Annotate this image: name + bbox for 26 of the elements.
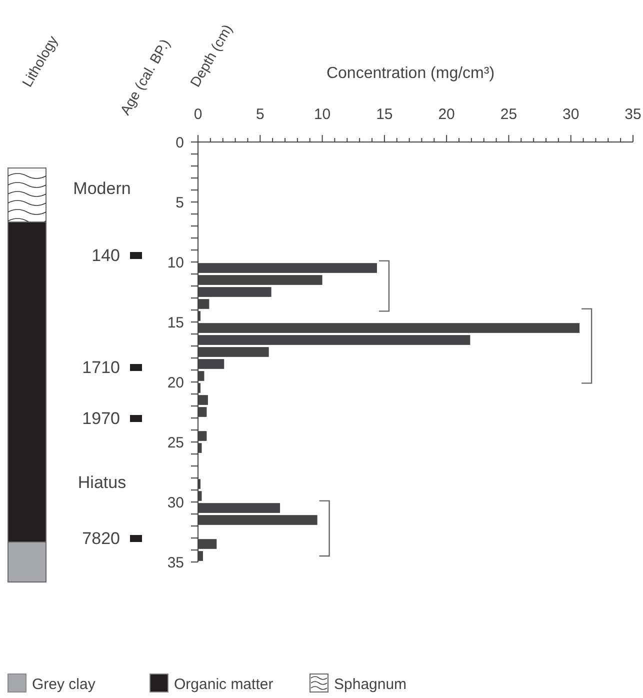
x-tick-label: 30	[562, 106, 580, 123]
y-tick-label: 30	[167, 494, 184, 512]
text: 140	[92, 246, 120, 265]
x-tick-label: 35	[624, 106, 642, 123]
y-tick-label: 35	[167, 554, 184, 572]
x-tick-label: 10	[314, 106, 331, 123]
x-tick-label: 5	[256, 106, 264, 123]
text: 1710	[82, 358, 120, 377]
y-tick-label: 10	[167, 254, 184, 272]
text: Modern	[73, 179, 131, 198]
x-tick-label: 20	[438, 106, 455, 123]
text: Organic matter	[174, 676, 274, 693]
y-tick-label: 20	[167, 374, 184, 392]
text: 7820	[82, 529, 120, 548]
x-tick-label: 25	[500, 106, 518, 123]
y-tick-label: 5	[176, 194, 184, 212]
text: Hiatus	[78, 473, 126, 492]
text: 1970	[82, 409, 120, 428]
x-tick-label: 15	[376, 106, 393, 123]
y-tick-label: 0	[176, 134, 184, 152]
text: Sphagnum	[334, 676, 407, 693]
y-tick-label: 25	[167, 434, 184, 452]
x-axis-title: Concentration (mg/cm³)	[326, 65, 495, 82]
y-tick-label: 15	[167, 314, 184, 332]
x-tick-label: 0	[194, 106, 202, 123]
text: Grey clay	[32, 676, 96, 693]
